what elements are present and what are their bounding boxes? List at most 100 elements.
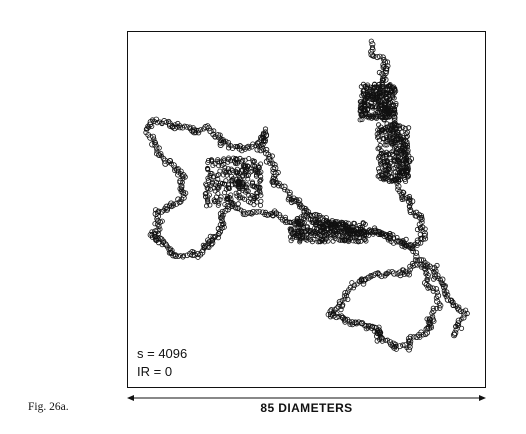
walk-disk (292, 230, 298, 236)
walk-disk (181, 253, 187, 259)
walk-disk (341, 230, 347, 236)
walk-disk (158, 208, 165, 215)
walk-disk (429, 310, 435, 316)
walk-disk (401, 154, 407, 160)
walk-disk (224, 172, 230, 178)
walk-disk (244, 165, 250, 171)
walk-disk (417, 261, 424, 268)
walk-disk (413, 249, 420, 256)
walk-disk (397, 170, 403, 176)
walk-disk (249, 168, 255, 174)
walk-disk (426, 316, 432, 322)
walk-disk (399, 146, 405, 152)
walk-disk (157, 226, 163, 232)
walk-disk (254, 185, 260, 191)
walk-disk (390, 235, 397, 241)
walk-disk (180, 189, 186, 196)
walk-disk (172, 122, 178, 128)
walk-disk (240, 172, 246, 178)
walk-disk (436, 305, 443, 311)
walk-disk (336, 237, 342, 243)
walk-disk (384, 232, 390, 238)
walk-disk (239, 159, 245, 165)
walk-disk (248, 169, 254, 175)
walk-disk (458, 308, 464, 315)
walk-disk (224, 202, 231, 209)
walk-disk (376, 53, 383, 60)
walk-disk (407, 207, 414, 213)
walk-disk (386, 114, 392, 120)
walk-disk (233, 176, 239, 182)
walk-disk (370, 86, 376, 92)
walk-disk (150, 133, 157, 140)
walk-disk (309, 219, 315, 225)
walk-disk (387, 231, 393, 236)
walk-disk (312, 225, 318, 231)
walk-disk (383, 95, 389, 101)
walk-disk (189, 249, 196, 255)
walk-disk (373, 271, 379, 277)
walk-disk (430, 276, 437, 282)
walk-disk (347, 284, 353, 291)
walk-disk (177, 179, 183, 185)
walk-disk (391, 114, 397, 120)
walk-disk (211, 128, 217, 134)
walk-disk (359, 226, 365, 232)
walk-disk (287, 189, 293, 196)
walk-disk (252, 195, 258, 201)
walk-disk (197, 127, 204, 133)
walk-disk (358, 112, 364, 118)
walk-disk (399, 129, 405, 135)
walk-disk (378, 230, 385, 237)
walk-disk (395, 154, 401, 160)
walk-disk (211, 197, 217, 203)
walk-disk (453, 323, 459, 329)
walk-disk (252, 168, 258, 174)
walk-disk (206, 158, 212, 164)
walk-disk (339, 297, 345, 303)
walk-disk (226, 182, 232, 188)
walk-disk (368, 114, 374, 120)
walk-disk (250, 158, 256, 164)
walk-disk (391, 95, 397, 101)
walk-disk (410, 245, 416, 251)
walk-disk (215, 190, 221, 196)
walk-disk (297, 239, 303, 245)
walk-disk (336, 221, 342, 227)
walk-disk (403, 236, 409, 242)
walk-disk (381, 231, 387, 237)
walk-disk (384, 337, 391, 343)
walk-disk (392, 111, 398, 117)
walk-disk (338, 306, 344, 313)
walk-disk (338, 225, 344, 231)
walk-disk (263, 158, 270, 165)
walk-disk (414, 239, 421, 246)
walk-disk (178, 199, 184, 205)
walk-disk (243, 173, 249, 179)
walk-disk (384, 86, 390, 92)
walk-disk (384, 142, 390, 148)
walk-disk (370, 97, 376, 103)
walk-disk (386, 178, 392, 184)
scale-label: 85 DIAMETERS (260, 401, 353, 415)
walk-disk (225, 140, 232, 146)
walk-disk (375, 166, 381, 172)
walk-disk (402, 151, 408, 157)
walk-disk (201, 126, 207, 132)
walk-disk (362, 229, 368, 235)
walk-disk (380, 81, 386, 87)
walk-disk (400, 135, 406, 141)
walk-disk (383, 101, 389, 107)
walk-disk (236, 192, 242, 198)
walk-disk (362, 221, 368, 227)
walk-disk (302, 229, 308, 235)
walk-disk (210, 234, 216, 240)
walk-disk (341, 236, 347, 242)
walk-disk (382, 69, 389, 77)
walk-disk (362, 103, 368, 109)
walk-disk (461, 311, 468, 318)
walk-disk (351, 285, 357, 291)
walk-disk (407, 341, 413, 347)
walk-disk (384, 159, 390, 165)
walk-disk (407, 266, 413, 273)
